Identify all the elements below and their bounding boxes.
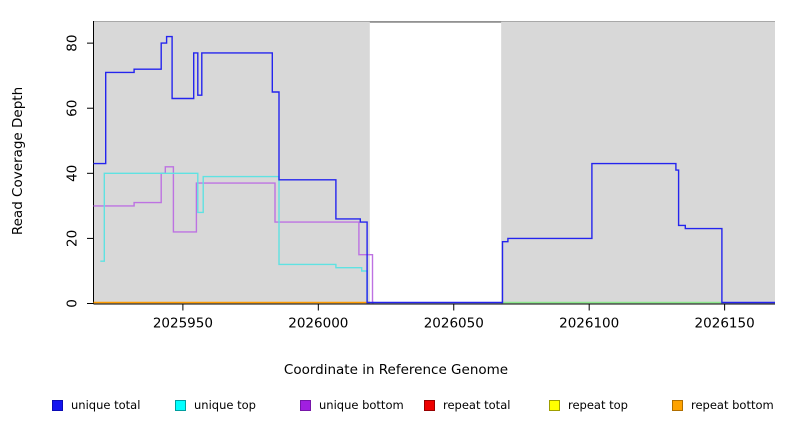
y-tick-label: 0 bbox=[65, 299, 81, 308]
legend-label-unique-top: unique top bbox=[194, 398, 256, 412]
legend-label-unique-bottom: unique bottom bbox=[319, 398, 404, 412]
legend-item-unique-bottom: unique bottom bbox=[300, 396, 404, 414]
x-tick-label: 2026150 bbox=[695, 316, 755, 332]
legend-item-repeat-total: repeat total bbox=[424, 396, 510, 414]
legend-swatch-unique-top bbox=[175, 399, 186, 411]
x-tick-label: 2026050 bbox=[424, 316, 484, 332]
legend-item-repeat-top: repeat top bbox=[549, 396, 628, 414]
legend-label-repeat-bottom: repeat bottom bbox=[691, 398, 774, 412]
legend-label-unique-total: unique total bbox=[71, 398, 141, 412]
legend-swatch-repeat-top bbox=[549, 399, 560, 411]
x-tick-label: 2026100 bbox=[559, 316, 619, 332]
legend: unique total unique top unique bottom re… bbox=[0, 396, 792, 420]
series-unique-top bbox=[100, 172, 370, 304]
legend-swatch-repeat-total bbox=[424, 399, 435, 411]
x-tick-label: 2026000 bbox=[288, 316, 348, 332]
legend-swatch-unique-total bbox=[52, 399, 63, 411]
legend-item-repeat-bottom: repeat bottom bbox=[672, 396, 774, 414]
series-unique-total bbox=[93, 35, 775, 304]
legend-swatch-unique-bottom bbox=[300, 399, 311, 411]
x-tick-label: 2025950 bbox=[153, 316, 213, 332]
uncovered-region bbox=[369, 22, 502, 304]
y-tick-label: 20 bbox=[65, 230, 81, 247]
legend-swatch-repeat-bottom bbox=[672, 399, 683, 411]
y-tick-label: 60 bbox=[65, 100, 81, 117]
legend-label-repeat-top: repeat top bbox=[568, 398, 628, 412]
x-axis-title: Coordinate in Reference Genome bbox=[283, 362, 509, 378]
legend-item-unique-total: unique total bbox=[52, 396, 140, 414]
y-tick-label: 40 bbox=[65, 165, 81, 182]
y-tick-label: 80 bbox=[65, 35, 81, 52]
series-unique-bottom bbox=[93, 166, 374, 304]
y-axis-title: Read Coverage Depth bbox=[10, 86, 26, 236]
legend-label-repeat-total: repeat total bbox=[443, 398, 511, 412]
legend-item-unique-top: unique top bbox=[175, 396, 256, 414]
